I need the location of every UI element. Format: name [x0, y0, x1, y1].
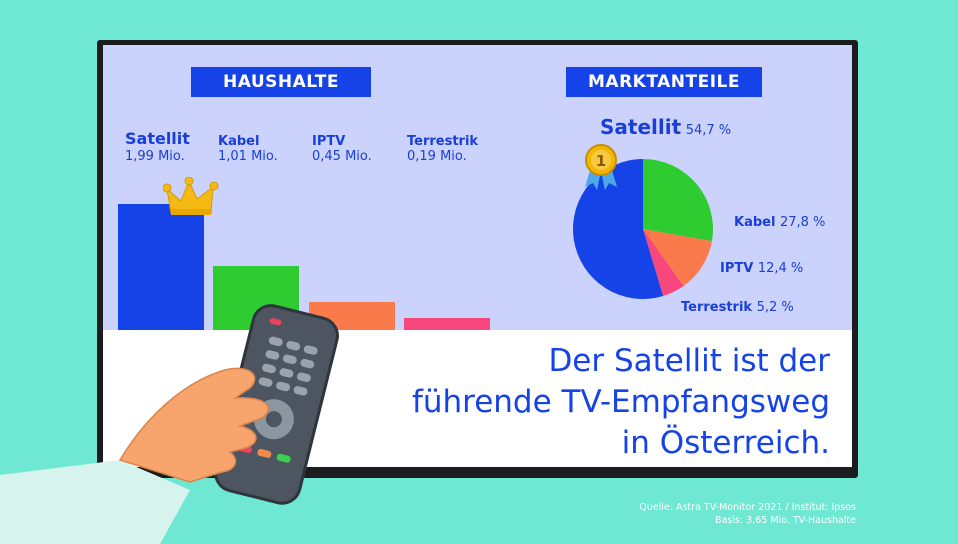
bar-label-terrestrik: Terrestrik: [407, 134, 479, 149]
bar-value-kabel: 1,01 Mio.: [218, 149, 278, 164]
source-line-2: Basis: 3,65 Mio. TV-Haushalte: [715, 515, 856, 526]
market-share-title: MARKTANTEILE: [566, 67, 762, 97]
source-line-1: Quelle: Astra TV-Monitor 2021 / Institut…: [639, 502, 856, 513]
tv-screen: HAUSHALTE MARKTANTEILE Satellit 1,99 Mio…: [103, 45, 852, 467]
bar-value-iptv: 0,45 Mio.: [312, 149, 372, 164]
tv-frame: HAUSHALTE MARKTANTEILE Satellit 1,99 Mio…: [97, 40, 858, 478]
sleeve: [0, 460, 190, 544]
medal-number: 1: [596, 152, 606, 170]
pie-value-iptv: 12,4 %: [757, 261, 804, 276]
bar-label-satellit: Satellit: [125, 129, 190, 148]
bar-satellit: [118, 204, 204, 330]
bar-label-iptv: IPTV: [312, 134, 346, 149]
pie-label-satellit-name: Satellit: [600, 115, 682, 139]
headline: Der Satellit ist der führende TV-Empfang…: [412, 341, 830, 464]
headline-line-3: in Österreich.: [621, 425, 830, 461]
pie-slice-iptv: [643, 229, 712, 287]
pie-label-terrestrik: Terrestrik 5,2 %: [681, 300, 794, 315]
pie-label-terrestrik-name: Terrestrik: [681, 300, 753, 315]
bar-value-satellit: 1,99 Mio.: [125, 149, 185, 164]
bar-value-terrestrik: 0,19 Mio.: [407, 149, 467, 164]
pie-value-satellit: 54,7 %: [685, 123, 732, 138]
bar-label-kabel: Kabel: [218, 134, 260, 149]
pie-label-iptv: IPTV 12,4 %: [720, 261, 803, 276]
headline-line-1: Der Satellit ist der: [548, 343, 830, 379]
pie-value-kabel: 27,8 %: [779, 215, 826, 230]
hand-icon: [118, 367, 269, 483]
crown-icon: [163, 177, 219, 215]
pie-value-terrestrik: 5,2 %: [756, 300, 794, 315]
pie-label-kabel: Kabel 27,8 %: [734, 215, 825, 230]
pie-slice-kabel: [643, 159, 713, 242]
pie-label-kabel-name: Kabel: [734, 215, 776, 230]
households-title: HAUSHALTE: [191, 67, 371, 97]
bar-terrestrik: [404, 317, 490, 330]
hand-with-remote: [0, 304, 339, 544]
pie-label-iptv-name: IPTV: [720, 261, 754, 276]
pie-slice-terrestrik: [643, 229, 684, 297]
medal-icon: 1: [585, 144, 617, 190]
pie-chart: [573, 159, 713, 299]
pie-label-satellit: Satellit 54,7 %: [600, 115, 731, 139]
source-note: Quelle: Astra TV-Monitor 2021 / Institut…: [639, 501, 856, 527]
pie-slice-satellit: [573, 159, 664, 299]
headline-line-2: führende TV-Empfangsweg: [411, 384, 830, 420]
